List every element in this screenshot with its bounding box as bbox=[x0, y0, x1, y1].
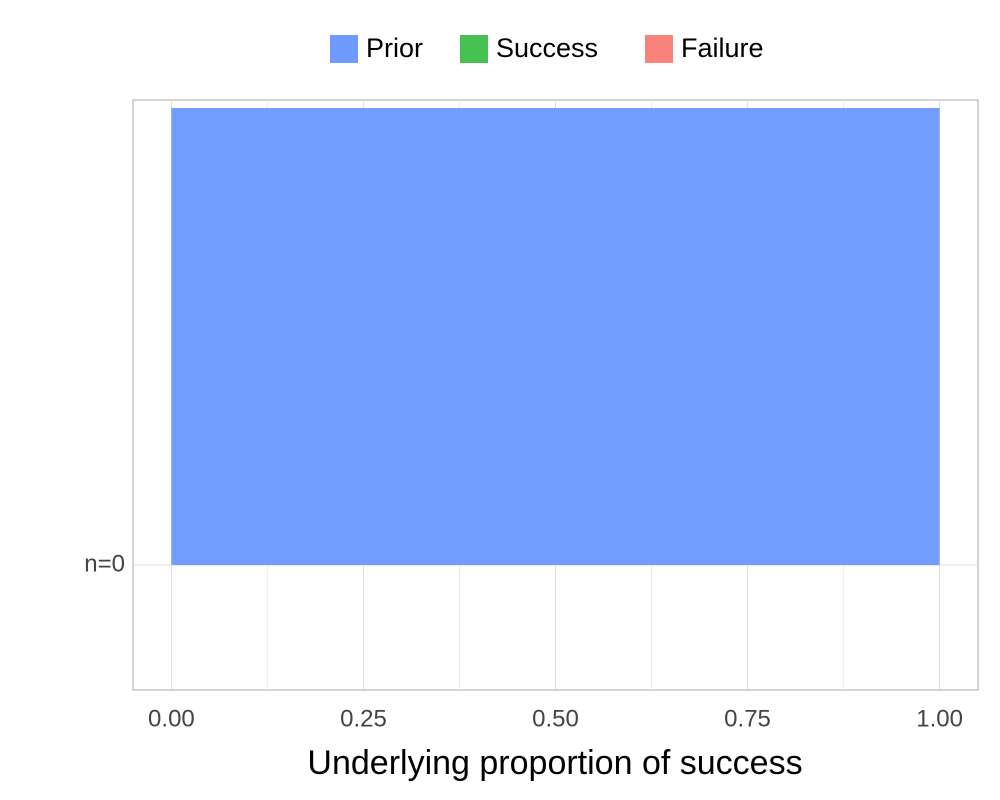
legend-label: Prior bbox=[366, 33, 423, 63]
legend-label: Failure bbox=[681, 33, 764, 63]
x-tick-label: 0.75 bbox=[724, 705, 771, 732]
x-tick-label: 0.00 bbox=[148, 705, 195, 732]
x-tick-label: 0.50 bbox=[532, 705, 579, 732]
x-tick-label: 0.25 bbox=[340, 705, 387, 732]
legend-label: Success bbox=[496, 33, 598, 63]
ridge-area bbox=[171, 108, 940, 565]
legend-swatch bbox=[460, 35, 488, 63]
y-tick-label: n=0 bbox=[84, 550, 125, 577]
x-axis-title: Underlying proportion of success bbox=[307, 744, 802, 782]
legend-swatch bbox=[645, 35, 673, 63]
legend-swatch bbox=[330, 35, 358, 63]
x-tick-label: 1.00 bbox=[916, 705, 963, 732]
